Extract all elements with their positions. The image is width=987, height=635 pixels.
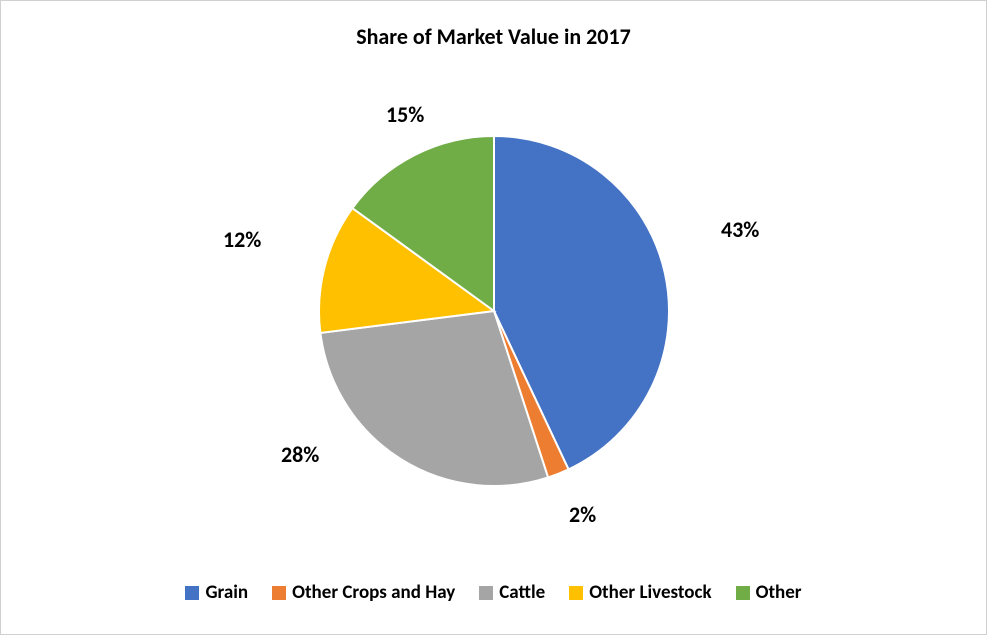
data-label-cattle: 28% — [281, 441, 319, 468]
legend-label: Other Crops and Hay — [292, 581, 455, 604]
legend-item-cattle: Cattle — [479, 581, 545, 604]
pie-svg — [319, 136, 669, 486]
legend-swatch — [736, 586, 750, 600]
legend-swatch — [185, 586, 199, 600]
data-label-grain: 43% — [721, 216, 759, 243]
legend-label: Cattle — [499, 581, 545, 604]
legend-label: Other Livestock — [589, 581, 711, 604]
chart-container: Share of Market Value in 2017 Grain Other… — [0, 0, 987, 635]
chart-title: Share of Market Value in 2017 — [1, 23, 986, 50]
legend-item-other-livestock: Other Livestock — [569, 581, 711, 604]
legend-label: Grain — [205, 581, 248, 604]
data-label-other: 15% — [386, 101, 424, 128]
legend: Grain Other Crops and Hay Cattle Other Live… — [1, 581, 986, 604]
data-label-other-crops-and-hay: 2% — [569, 501, 596, 528]
legend-swatch — [479, 586, 493, 600]
pie-chart — [319, 136, 669, 491]
legend-swatch — [569, 586, 583, 600]
legend-item-other: Other — [736, 581, 802, 604]
legend-item-other-crops-and-hay: Other Crops and Hay — [272, 581, 455, 604]
legend-swatch — [272, 586, 286, 600]
legend-label: Other — [756, 581, 802, 604]
data-label-other-livestock: 12% — [223, 226, 261, 253]
legend-item-grain: Grain — [185, 581, 248, 604]
